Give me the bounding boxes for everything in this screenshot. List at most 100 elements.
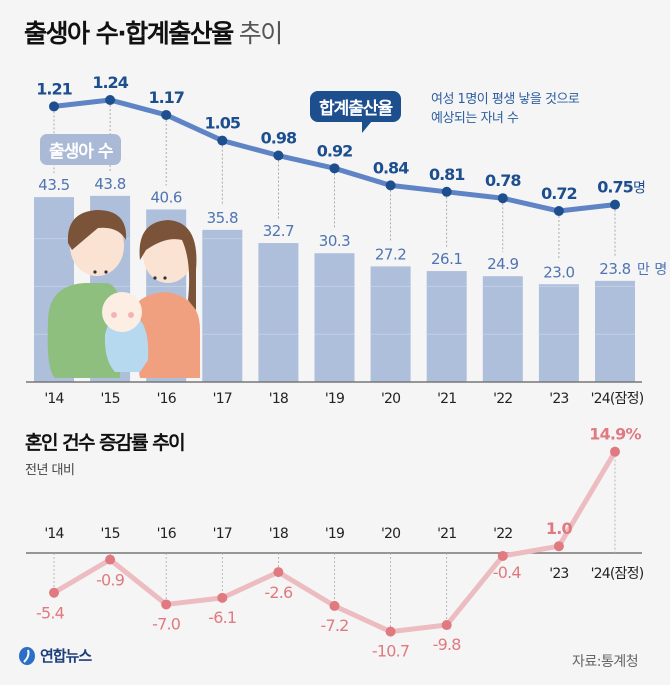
- tfr-point: [105, 95, 116, 105]
- x-tick-label: '18: [269, 391, 288, 407]
- bar-value-label: 30.3: [319, 232, 350, 250]
- x-tick-label: '21: [437, 526, 456, 542]
- bar-births: [314, 253, 355, 382]
- family-illustration: [47, 210, 200, 378]
- marriage-value-label: -7.2: [320, 616, 348, 635]
- tfr-value-label: 1.05: [205, 114, 241, 133]
- tfr-value-label: 0.78: [485, 171, 521, 190]
- tfr-note: 여성 1명이 평생 낳을 것으로 예상되는 자녀 수: [431, 90, 580, 128]
- marriage-value-label: -7.0: [152, 614, 181, 633]
- tfr-point: [610, 199, 620, 210]
- births-badge: 출생아 수: [40, 134, 122, 165]
- x-tick-label: '20: [381, 391, 400, 407]
- logo-text: 연합뉴스: [40, 647, 92, 665]
- marriage-point: [329, 600, 340, 611]
- marriage-value-label: 14.9%: [589, 425, 641, 444]
- bar-value-label: 43.8: [94, 175, 125, 193]
- bar-value-label: 26.1: [431, 250, 462, 268]
- tfr-point: [385, 180, 396, 191]
- marriage-value-label: -0.9: [96, 571, 125, 590]
- marriage-point: [385, 626, 396, 637]
- x-tick-label: '14: [44, 526, 64, 542]
- x-tick-label: '15: [100, 526, 119, 542]
- marriage-section-title: 혼인 건수 증감률 추이: [25, 432, 186, 454]
- bar-value-label: 32.7: [263, 222, 294, 240]
- tfr-note-line: 여성 1명이 평생 낳을 것으로: [431, 92, 580, 107]
- births-unit-label: 만 명: [637, 262, 667, 278]
- tfr-value-label: 0.81: [429, 165, 465, 184]
- x-tick-label: '16: [157, 526, 177, 542]
- marriage-point: [497, 550, 508, 561]
- tfr-value-label: 0.98: [261, 129, 297, 148]
- tfr-point: [161, 109, 172, 120]
- x-tick-label: '19: [325, 526, 344, 542]
- x-tick-label: '23: [549, 391, 568, 407]
- tfr-badge: 합계출산율: [310, 91, 402, 133]
- tfr-note-line: 예상되는 자녀 수: [431, 111, 519, 126]
- tfr-value-label: 1.17: [148, 88, 183, 107]
- tfr-point: [553, 206, 564, 217]
- x-tick-label: '20: [381, 526, 400, 542]
- marriage-value-label: -6.1: [208, 608, 236, 627]
- bar-births: [202, 229, 243, 382]
- marriage-point: [105, 554, 116, 565]
- x-tick-label: '18: [269, 526, 288, 542]
- marriage-value-label: -10.7: [372, 642, 409, 661]
- tfr-point: [497, 193, 508, 204]
- tfr-value-label: 0.72: [541, 184, 576, 203]
- tfr-point: [217, 135, 228, 146]
- bar-value-label: 23.0: [543, 263, 574, 281]
- tfr-point: [273, 150, 284, 161]
- tfr-value-label: 1.24: [92, 73, 128, 92]
- marriage-point: [441, 620, 452, 631]
- x-tick-label: '19: [325, 391, 344, 407]
- tfr-point: [329, 163, 340, 174]
- tfr-value-label: 1.21: [36, 79, 72, 98]
- yonhap-logo-icon: [19, 646, 35, 665]
- marriage-value-label: -0.4: [493, 563, 522, 582]
- marriage-point: [161, 599, 172, 610]
- bar-births: [538, 284, 579, 382]
- marriage-point: [273, 567, 284, 578]
- source-note: 자료:통계청: [572, 654, 639, 670]
- tfr-point: [49, 101, 59, 112]
- marriage-section-subtitle: 전년 대비: [25, 463, 75, 478]
- x-tick-label: '14: [44, 391, 64, 407]
- bar-births: [258, 243, 299, 382]
- tfr-point: [441, 186, 452, 197]
- bar-births: [482, 276, 523, 382]
- marriage-point: [610, 446, 620, 457]
- x-tick-label: '17: [213, 526, 232, 542]
- bar-value-label: 43.5: [38, 176, 69, 194]
- marriage-value-label: -5.4: [36, 604, 65, 623]
- bar-value-label: 27.2: [375, 245, 406, 263]
- bar-births: [370, 266, 411, 382]
- bar-births: [595, 280, 635, 382]
- marriage-point: [217, 592, 228, 603]
- marriage-value-label: -9.8: [433, 635, 462, 654]
- tfr-value-label: 0.84: [373, 158, 409, 177]
- marriage-value-label: -2.6: [264, 583, 293, 602]
- yonhap-logo: 연합뉴스: [18, 645, 92, 666]
- x-tick-label: '22: [493, 391, 512, 407]
- marriage-point: [49, 587, 59, 598]
- tfr-value-label: 0.92: [317, 141, 352, 160]
- bar-value-label: 23.8: [599, 260, 630, 278]
- x-tick-label: '24(잠정): [591, 391, 644, 407]
- x-tick-label: '22: [493, 526, 512, 542]
- title-suffix: 추이: [238, 19, 284, 48]
- bar-births: [426, 271, 467, 382]
- x-tick-label: '17: [213, 391, 232, 407]
- page-title: 출생아 수·합계출산율 추이: [24, 14, 284, 50]
- bar-value-label: 35.8: [207, 209, 238, 227]
- x-tick-label: '23: [549, 566, 568, 582]
- tfr-value-label: 0.75: [597, 178, 633, 197]
- bar-value-label: 40.6: [150, 188, 181, 206]
- marriage-value-label: 1.0: [546, 519, 573, 538]
- tfr-unit-label: 명: [633, 181, 646, 197]
- title-main: 출생아 수·합계출산율: [24, 19, 234, 48]
- x-tick-label: '21: [437, 391, 456, 407]
- bar-value-label: 24.9: [487, 255, 518, 273]
- x-tick-label: '15: [100, 391, 119, 407]
